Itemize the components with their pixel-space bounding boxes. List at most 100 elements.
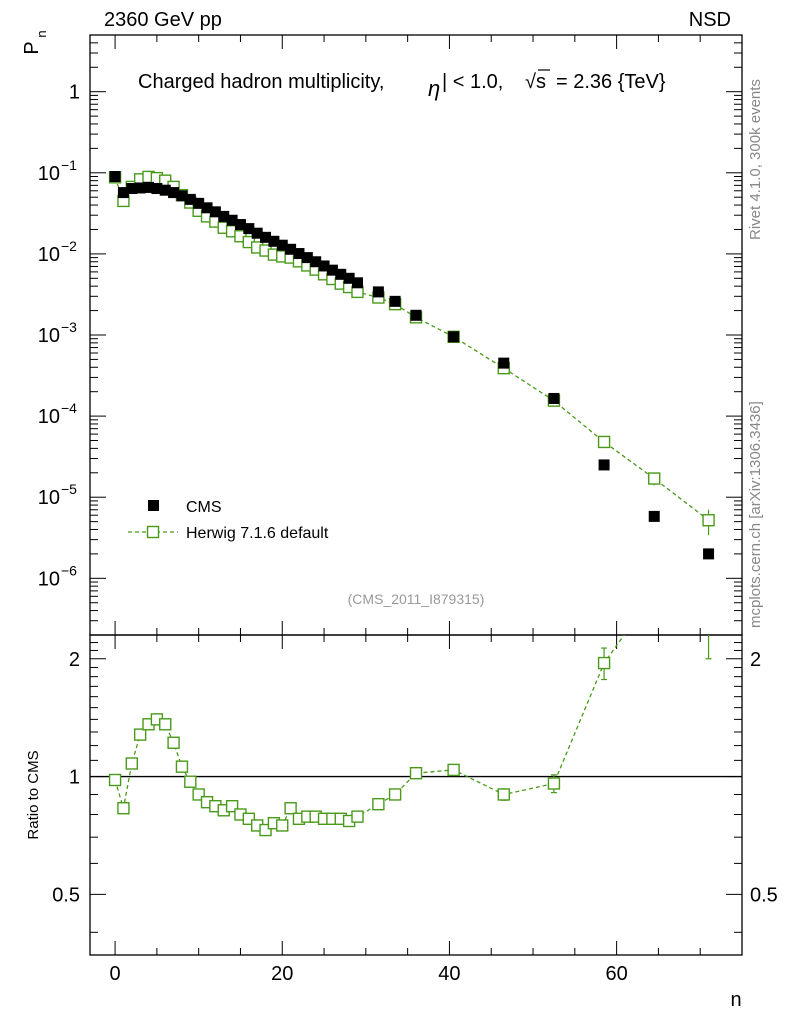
y-tick-label-exponent: −1: [61, 157, 77, 173]
ratio-point: [159, 718, 172, 731]
cms-point: [410, 309, 422, 321]
cms-point: [498, 357, 510, 369]
herwig-point: [648, 472, 661, 485]
cms-point: [260, 231, 272, 243]
y-tick-label-exponent: −6: [61, 562, 77, 578]
cms-point: [318, 260, 330, 272]
chart-title-eta: η: [428, 76, 440, 101]
mcplots-side-label: mcplots.cern.ch [arXiv:1306.3436]: [747, 401, 764, 628]
cms-point: [351, 277, 363, 289]
y-axis-label-subscript: n: [34, 30, 49, 37]
ratio-point: [351, 810, 364, 823]
ratio-point: [497, 788, 510, 801]
ratio-point: [372, 797, 385, 811]
legend-cms-label: CMS: [186, 499, 222, 516]
cms-point: [310, 256, 322, 268]
cms-point: [143, 181, 155, 193]
x-tick-label: 0: [110, 963, 121, 985]
y-tick-label: 10: [38, 568, 60, 590]
ratio-point: [284, 802, 297, 815]
herwig-point: [597, 435, 611, 449]
ratio-y-tick-label-right: 0.5: [750, 884, 778, 906]
ratio-point: [447, 763, 460, 777]
legend-herwig-marker: [146, 525, 160, 539]
cms-point: [134, 182, 146, 194]
cms-point: [126, 183, 138, 195]
cms-point: [703, 548, 715, 560]
ratio-point: [547, 777, 561, 790]
ratio-point: [409, 767, 423, 780]
cms-point: [293, 248, 305, 260]
cms-point: [109, 171, 121, 183]
cms-point: [234, 219, 246, 231]
y-tick-label-exponent: −5: [61, 481, 77, 497]
cms-point: [285, 243, 297, 255]
x-axis-label: n: [730, 989, 741, 1011]
main-data-layer: [108, 170, 715, 560]
chart-title-sqrt: √s: [525, 71, 546, 93]
y-tick-label: 10: [38, 325, 60, 347]
cms-point: [548, 392, 560, 404]
ratio-point: [175, 760, 189, 773]
y-tick-label: 10: [38, 406, 60, 428]
ratio-y-tick-label-right: 2: [750, 649, 761, 671]
ratio-point: [184, 775, 197, 788]
ratio-point: [242, 812, 256, 825]
cms-point: [276, 239, 288, 251]
x-tick-label: 20: [271, 963, 293, 985]
ratio-point: [649, 587, 660, 598]
cms-point: [201, 202, 213, 214]
cms-point: [176, 190, 188, 202]
ratio-point: [167, 736, 180, 749]
ratio-plot-frame: [89, 634, 743, 956]
ratio-point: [133, 728, 147, 741]
y-tick-label: 10: [38, 487, 60, 509]
ratio-point: [192, 788, 205, 801]
ratio-point: [225, 800, 239, 813]
cms-point: [326, 264, 338, 276]
y-tick-label: 10: [38, 163, 60, 185]
ratio-y-tick-label: 1: [69, 767, 80, 789]
ratio-data-layer: [90, 587, 742, 837]
ratio-point: [108, 773, 122, 787]
ratio-line: [114, 635, 625, 831]
cms-point: [117, 187, 129, 199]
x-tick-label: 40: [438, 963, 460, 985]
ratio-point: [597, 656, 611, 670]
chart-title: Charged hadron multiplicity, η | < 1.0, …: [138, 69, 666, 101]
y-tick-label: 1: [69, 82, 80, 104]
cms-point: [343, 272, 355, 284]
y-tick-label-exponent: −3: [61, 319, 77, 335]
x-tick-label: 60: [605, 963, 627, 985]
chart-title-energy: = 2.36 {TeV}: [556, 71, 666, 93]
chart-title-range: | < 1.0,: [442, 71, 503, 93]
cms-point: [151, 183, 163, 195]
legend: CMS Herwig 7.1.6 default: [128, 499, 329, 542]
ratio-point: [703, 609, 714, 620]
main-plot-frame: [89, 34, 743, 636]
cms-point: [648, 510, 660, 522]
cms-point: [268, 235, 280, 247]
cms-point: [389, 295, 401, 307]
legend-cms-marker: [148, 500, 159, 511]
legend-herwig-label: Herwig 7.1.6 default: [186, 525, 329, 542]
ratio-y-tick-label: 0.5: [52, 884, 80, 906]
cms-point: [193, 197, 205, 209]
herwig-point: [702, 514, 715, 527]
y-tick-label-exponent: −2: [61, 238, 77, 254]
cms-point: [251, 227, 263, 239]
chart-title-prefix: Charged hadron multiplicity,: [138, 71, 384, 93]
cms-point: [598, 459, 610, 471]
cms-point: [301, 252, 313, 264]
ratio-point: [276, 819, 289, 832]
ratio-point: [388, 788, 402, 801]
cms-point: [226, 214, 238, 226]
ratio-y-tick-label: 2: [69, 649, 80, 671]
cms-point: [168, 187, 180, 199]
cms-point: [184, 193, 196, 205]
y-axis-label: P: [21, 41, 43, 54]
ratio-y-axis-label: Ratio to CMS: [25, 750, 42, 839]
cms-point: [243, 223, 255, 235]
y-tick-label-exponent: −4: [61, 400, 77, 416]
